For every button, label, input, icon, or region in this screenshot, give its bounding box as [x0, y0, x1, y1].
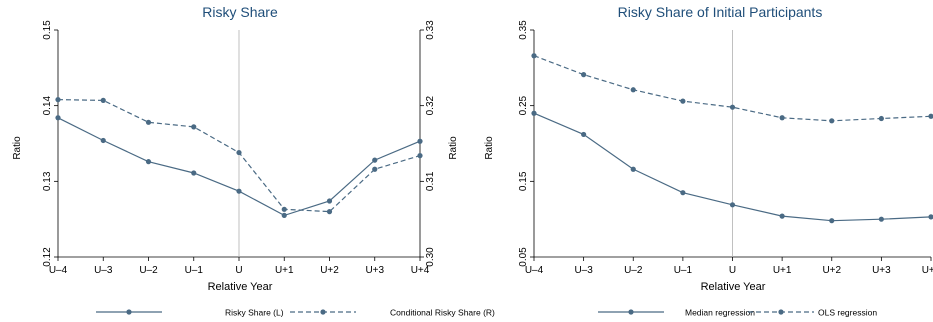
series-point	[531, 110, 537, 116]
x-tick-label: U+3	[365, 265, 384, 276]
x-tick-label: U+2	[822, 265, 841, 276]
series-line	[533, 55, 932, 122]
series-point	[581, 131, 587, 138]
y-tick-label: 0.35	[518, 20, 529, 40]
chart-risky-share-initial-participants: Risky Share of Initial Participants 0.05…	[484, 4, 933, 318]
series-point	[729, 202, 736, 208]
x-tick-label: U	[235, 265, 242, 276]
series-point	[878, 216, 884, 222]
x-tick-label: U+1	[773, 265, 792, 276]
series-point	[829, 118, 835, 124]
y-tick-label: 0.15	[518, 171, 529, 191]
series-point	[55, 115, 61, 121]
chart-title: Risky Share of Initial Participants	[618, 4, 823, 20]
y-axis-right: 0.30 0.31 0.32 0.33	[420, 20, 436, 267]
x-tick-label: U–4	[525, 265, 544, 276]
series-point	[829, 218, 835, 224]
series-point	[236, 149, 242, 156]
series-point	[281, 212, 287, 218]
legend: Risky Share (L) Conditional Risky Share (…	[96, 308, 495, 318]
chart-risky-share: Risky Share 0.120.130.140.15 0.300.310.3…	[12, 4, 495, 318]
series-point	[729, 104, 736, 110]
series-point	[581, 72, 587, 78]
y-tick-label: 0.33	[425, 20, 436, 40]
legend-label: OLS regression	[818, 308, 877, 318]
series-point	[417, 138, 423, 144]
series-point	[100, 97, 106, 103]
y-axis-left: 0.12 0.13 0.14 0.15	[42, 20, 58, 267]
x-axis-title: Relative Year	[701, 281, 766, 293]
y-tick-label: 0.30	[425, 247, 436, 267]
x-tick-label: U+1	[275, 265, 294, 276]
legend-marker	[320, 309, 326, 315]
series-point	[145, 159, 152, 165]
y-tick-label: 0.31	[425, 171, 436, 191]
series-point	[630, 87, 636, 93]
series-point	[236, 188, 242, 194]
y-axis: 0.05 0.15 0.25 0.35	[518, 20, 534, 267]
y-tick-label: 0.15	[42, 20, 53, 40]
series-point	[928, 113, 933, 119]
series-point	[531, 53, 537, 59]
series-point	[372, 157, 378, 163]
y-axis-title: Ratio	[484, 136, 495, 160]
series-point	[680, 98, 686, 104]
x-tick-label: U+2	[320, 265, 339, 276]
series-point	[417, 153, 423, 159]
y-tick-label: 0.32	[425, 95, 436, 115]
series-point	[680, 190, 686, 196]
y-tick-label: 0.14	[42, 95, 53, 115]
legend-label: Conditional Risky Share (R)	[390, 308, 495, 318]
series-point	[281, 206, 287, 212]
x-axis: U–4 U–3 U–2 U–1 U U+1 U+2 U+3 U+4	[49, 257, 430, 276]
y-tick-label: 0.13	[42, 171, 53, 191]
x-axis-title: Relative Year	[208, 281, 273, 293]
series-point	[326, 198, 333, 204]
y-tick-label: 0.25	[518, 95, 529, 115]
x-tick-label: U–4	[49, 265, 68, 276]
series-point	[372, 166, 378, 172]
series-point	[326, 209, 333, 215]
x-tick-label: U–3	[574, 265, 593, 276]
series-point	[55, 97, 61, 103]
series-point	[191, 124, 197, 130]
series-layer	[531, 53, 933, 224]
x-tick-label: U–1	[185, 265, 204, 276]
series-point	[928, 214, 933, 220]
y-axis-left-title: Ratio	[12, 136, 23, 160]
x-axis: U–4 U–3 U–2 U–1 U U+1 U+2 U+3 U+4	[525, 257, 933, 276]
x-tick-label: U–2	[139, 265, 158, 276]
series-point	[145, 119, 152, 125]
y-tick-label: 0.12	[42, 247, 53, 267]
x-tick-label: U	[729, 265, 736, 276]
x-tick-label: U+3	[872, 265, 891, 276]
x-tick-label: U+4	[411, 265, 430, 276]
chart-title: Risky Share	[202, 4, 278, 20]
series-point	[779, 115, 785, 121]
x-tick-label: U+4	[922, 265, 933, 276]
x-tick-label: U–2	[624, 265, 643, 276]
series-point	[878, 115, 884, 122]
series-point	[100, 137, 106, 144]
legend: Median regression OLS regression	[598, 308, 877, 318]
legend-label: Median regression	[685, 308, 755, 318]
legend-marker	[628, 309, 634, 315]
series-layer	[55, 97, 423, 218]
y-axis-right-title: Ratio	[448, 136, 459, 160]
x-tick-label: U–3	[94, 265, 113, 276]
y-tick-label: 0.05	[518, 247, 529, 267]
legend-marker	[778, 309, 784, 315]
legend-marker	[126, 309, 132, 315]
series-point	[630, 166, 636, 172]
x-tick-label: U–1	[674, 265, 693, 276]
series-point	[779, 213, 785, 219]
legend-label: Risky Share (L)	[225, 308, 284, 318]
series-point	[191, 170, 197, 176]
